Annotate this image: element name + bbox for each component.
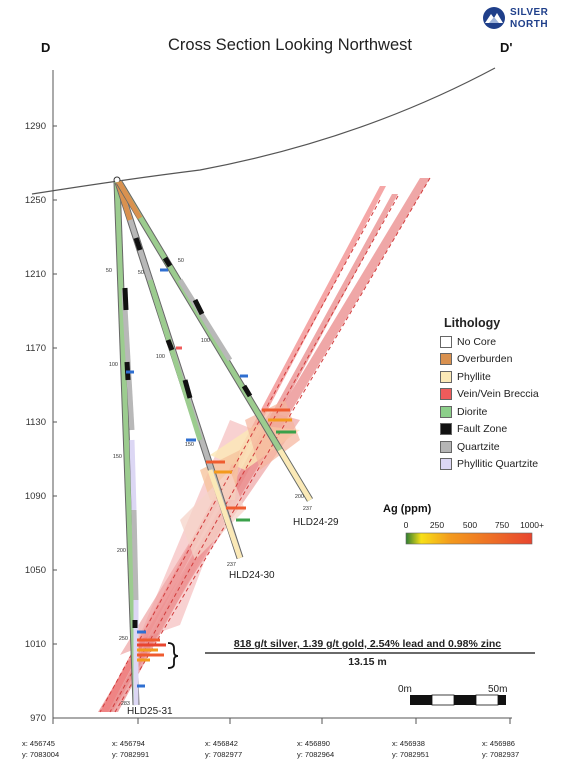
mountain-logo-icon — [483, 7, 505, 29]
lithology-item: Fault Zone — [440, 421, 560, 439]
northing-label: y: 7082991 — [112, 750, 149, 759]
easting-label: x: 456938 — [392, 739, 425, 748]
hole-label-hld24-29: HLD24-29 — [293, 517, 339, 528]
lithology-label: Vein/Vein Breccia — [457, 388, 539, 401]
lithology-label: No Core — [457, 335, 497, 348]
depth-label: 50 — [178, 258, 184, 264]
easting-label: x: 456986 — [482, 739, 515, 748]
ag-color-scale: Ag (ppm) 0 250 500 750 1000+ — [383, 503, 544, 545]
depth-label: 237 — [227, 562, 236, 568]
lithology-label: Quartzite — [457, 440, 500, 453]
lithology-swatch — [440, 405, 452, 418]
depth-label: 250 — [119, 636, 128, 642]
scale-bar-start: 0m — [398, 684, 412, 695]
lithology-label: Diorite — [457, 405, 488, 418]
ag-scale-tick: 750 — [495, 520, 509, 530]
ag-scale-title: Ag (ppm) — [383, 503, 432, 515]
lithology-label: Phyllite — [457, 370, 491, 383]
lithology-item: Quartzite — [440, 438, 560, 456]
section-start-label: D — [41, 40, 50, 55]
lithology-swatch — [440, 353, 452, 366]
ag-scale-tick: 0 — [404, 520, 409, 530]
lithology-swatch — [440, 370, 452, 383]
ag-scale-tick: 250 — [430, 520, 444, 530]
easting-label: x: 456890 — [297, 739, 330, 748]
hole-label-hld25-31: HLD25-31 — [127, 706, 173, 717]
ag-scale-bar — [405, 532, 533, 545]
lithology-item: Phyllitic Quartzite — [440, 456, 560, 474]
scale-bar-end: 50m — [488, 684, 507, 695]
intercept-highlight: 818 g/t silver, 1.39 g/t gold, 2.54% lea… — [195, 638, 540, 668]
depth-label: 200 — [117, 548, 126, 554]
elevation-axis: 1290 1250 1210 1170 1130 1090 1050 1010 … — [25, 121, 57, 724]
coordinate-labels: x: 456745 y: 7083004 x: 456794 y: 708299… — [22, 739, 519, 759]
depth-label: 237 — [303, 506, 312, 512]
lithology-item: Phyllite — [440, 368, 560, 386]
lithology-label: Phyllitic Quartzite — [457, 458, 539, 471]
lithology-swatch — [440, 423, 452, 436]
depth-label: 50 — [138, 270, 144, 276]
depth-label: 283 — [121, 701, 130, 707]
northing-label: y: 7082937 — [482, 750, 519, 759]
northing-label: y: 7082977 — [205, 750, 242, 759]
lithology-swatch — [440, 458, 452, 471]
lithology-swatch — [440, 388, 452, 401]
lithology-label: Overburden — [457, 353, 513, 366]
elevation-tick-label: 1210 — [25, 269, 46, 280]
elevation-tick-label: 1290 — [25, 121, 46, 132]
lithology-legend: Lithology No Core Overburden Phyllite Ve… — [440, 316, 560, 473]
elevation-tick-label: 1130 — [26, 417, 46, 428]
easting-label: x: 456745 — [22, 739, 55, 748]
section-title: Cross Section Looking Northwest — [168, 36, 412, 54]
lithology-item: No Core — [440, 333, 560, 351]
intercept-width: 13.15 m — [348, 656, 387, 668]
drill-holes: 50 100 150 200 250 283 50 100 150 237 50… — [106, 176, 339, 717]
ag-scale-tick: 1000+ — [520, 520, 544, 530]
silver-north-logo: SILVER NORTH — [482, 4, 562, 36]
ag-scale-tick: 500 — [463, 520, 477, 530]
easting-label: x: 456794 — [112, 739, 145, 748]
depth-label: 200 — [295, 494, 304, 500]
topography-line — [31, 67, 496, 195]
drillhole-hld24-30 — [114, 180, 244, 560]
lithology-label: Fault Zone — [457, 423, 508, 436]
elevation-tick-label: 1010 — [25, 639, 46, 650]
logo-wordmark: SILVER NORTH — [510, 7, 549, 30]
easting-ticks — [52, 718, 511, 724]
northing-label: y: 7082951 — [392, 750, 429, 759]
northing-label: y: 7083004 — [22, 750, 59, 759]
lithology-swatch — [440, 440, 452, 453]
drillhole-hld24-29 — [115, 180, 314, 502]
plot-frame — [52, 70, 512, 719]
scale-bar: 0m 50m — [398, 684, 507, 706]
vein-zones — [98, 177, 431, 713]
elevation-tick-label: 970 — [30, 713, 46, 724]
depth-label: 150 — [113, 454, 122, 460]
elevation-tick-label: 1170 — [26, 343, 46, 354]
depth-label: 100 — [156, 354, 165, 360]
lithology-item: Vein/Vein Breccia — [440, 386, 560, 404]
elevation-tick-label: 1050 — [25, 565, 46, 576]
lithology-item: Overburden — [440, 351, 560, 369]
intercept-brace — [167, 642, 179, 669]
hole-label-hld24-30: HLD24-30 — [229, 570, 275, 581]
northing-label: y: 7082964 — [297, 750, 334, 759]
intercept-grades: 818 g/t silver, 1.39 g/t gold, 2.54% lea… — [233, 638, 502, 650]
depth-label: 50 — [106, 268, 112, 274]
ag-assay-bars — [126, 268, 296, 688]
lithology-item: Diorite — [440, 403, 560, 421]
drillhole-hld25-31 — [113, 181, 140, 706]
lithology-title: Lithology — [444, 316, 501, 330]
depth-label: 100 — [109, 362, 118, 368]
lithology-swatch — [440, 335, 452, 348]
depth-label: 100 — [201, 338, 210, 344]
elevation-tick-label: 1250 — [25, 195, 46, 206]
section-end-label: D' — [500, 40, 512, 55]
depth-label: 150 — [185, 442, 194, 448]
easting-label: x: 456842 — [205, 739, 238, 748]
elevation-tick-label: 1090 — [25, 491, 46, 502]
